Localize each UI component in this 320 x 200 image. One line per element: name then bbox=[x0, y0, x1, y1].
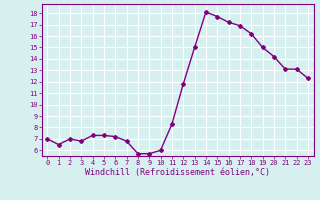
X-axis label: Windchill (Refroidissement éolien,°C): Windchill (Refroidissement éolien,°C) bbox=[85, 168, 270, 177]
